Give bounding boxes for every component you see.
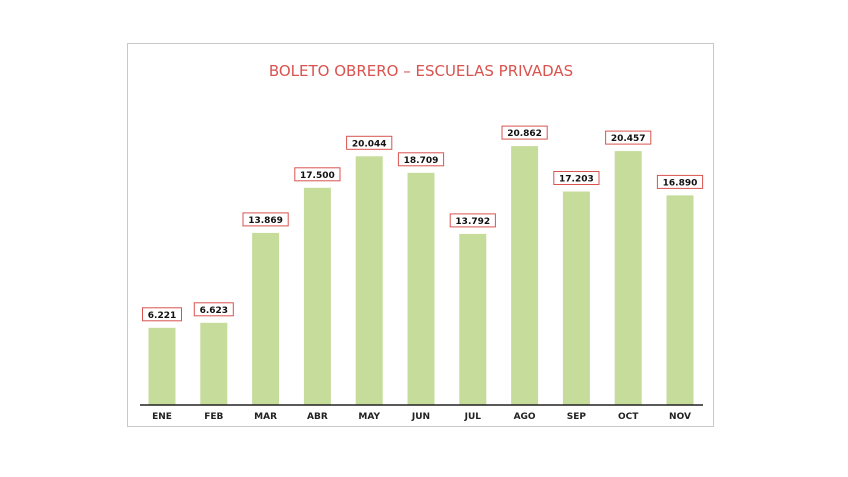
value-label-mar: 13.869: [248, 216, 283, 226]
value-label-may: 20.044: [352, 139, 387, 149]
value-label-box-may: [346, 135, 393, 150]
bars-layer: [148, 146, 694, 405]
value-label-box-mar: [242, 212, 289, 227]
value-label-abr: 17.500: [300, 171, 335, 181]
value-label-ago: 20.862: [507, 129, 542, 139]
category-label-may: MAY: [358, 412, 380, 422]
bar-abr: [303, 187, 331, 405]
value-label-nov: 16.890: [663, 178, 698, 188]
category-label-oct: OCT: [618, 412, 639, 422]
value-label-box-jul: [449, 213, 496, 228]
labels-layer: 6.221 ENE 6.623 FEB 13.869 MAR 17.500 ABR 20.044…: [142, 125, 704, 422]
value-label-box-nov: [656, 174, 704, 189]
category-label-nov: NOV: [669, 412, 691, 422]
bar-sep: [562, 191, 590, 405]
value-label-box-oct: [605, 130, 652, 145]
value-label-sep: 17.203: [559, 175, 594, 185]
category-label-ene: ENE: [152, 412, 172, 422]
value-label-box-abr: [294, 167, 341, 182]
chart-frame: BOLETO OBRERO – ESCUELAS PRIVADAS 6.221 E…: [127, 43, 714, 427]
category-label-jun: JUN: [411, 412, 430, 422]
category-label-ago: AGO: [514, 412, 536, 422]
category-label-jul: JUL: [464, 412, 482, 422]
value-label-jul: 13.792: [455, 217, 490, 227]
value-label-oct: 20.457: [611, 134, 646, 144]
value-label-ene: 6.221: [148, 311, 176, 321]
bar-may: [355, 156, 383, 405]
value-label-box-feb: [193, 302, 234, 317]
value-label-feb: 6.623: [200, 306, 228, 316]
category-label-feb: FEB: [204, 412, 223, 422]
chart-title: BOLETO OBRERO – ESCUELAS PRIVADAS: [269, 62, 573, 80]
category-label-sep: SEP: [567, 412, 587, 422]
bar-oct: [614, 151, 642, 405]
bar-ago: [511, 146, 539, 405]
bar-jun: [407, 172, 435, 405]
bar-ene: [148, 327, 176, 405]
value-label-box-jun: [397, 152, 445, 167]
bar-feb: [200, 322, 228, 405]
bar-nov: [666, 195, 694, 405]
value-label-box-ago: [501, 125, 548, 140]
value-label-jun: 18.709: [404, 156, 439, 166]
bar-mar: [252, 232, 280, 405]
category-label-abr: ABR: [307, 412, 328, 422]
bar-chart: BOLETO OBRERO – ESCUELAS PRIVADAS 6.221 E…: [140, 62, 704, 422]
category-label-mar: MAR: [254, 412, 277, 422]
bar-jul: [459, 233, 487, 405]
value-label-box-sep: [553, 171, 600, 185]
value-label-box-ene: [142, 307, 182, 322]
